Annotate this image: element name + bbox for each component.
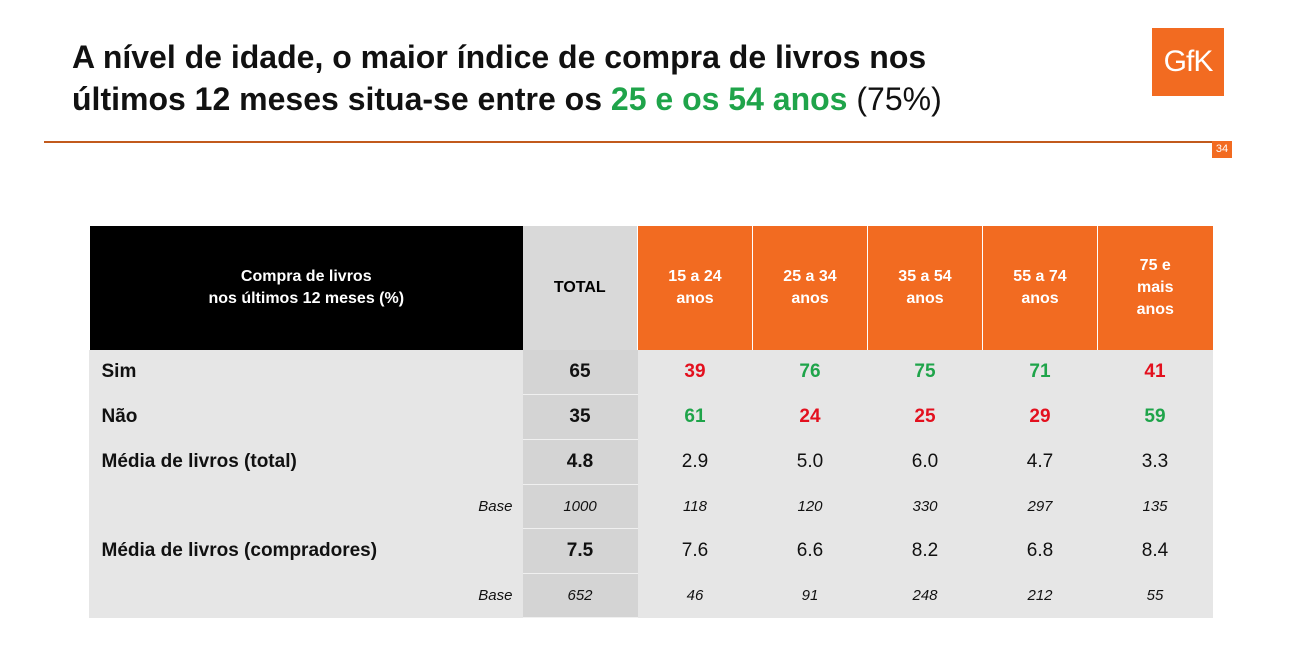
value-cell: 61 — [684, 406, 706, 427]
base-cell: 297 — [1027, 498, 1053, 515]
row-label: Média de livros (total) — [101, 451, 297, 472]
value-cell: 6.0 — [911, 451, 939, 472]
total-cell: 7.5 — [522, 528, 638, 574]
age-header-75-plus: 75 e mais anos — [1097, 226, 1213, 350]
age-header-line: anos — [1136, 301, 1174, 318]
table-row-media-compradores: Média de livros (compradores) 7.5 7.6 6.… — [90, 528, 1213, 574]
age-header-line: anos — [676, 290, 714, 307]
value-cell: 29 — [1029, 406, 1051, 427]
base-cell: 91 — [801, 587, 819, 604]
base-cell: 212 — [1027, 587, 1053, 604]
title-percentage: (75%) — [856, 81, 942, 117]
question-header: Compra de livros nos últimos 12 meses (%… — [89, 226, 523, 350]
question-line-1: Compra de livros — [240, 268, 372, 285]
table-row-base-compradores: Base 652 46 91 248 212 55 — [90, 573, 1213, 618]
total-cell: 4.8 — [522, 439, 638, 485]
value-cell: 8.4 — [1141, 540, 1169, 561]
age-header-line: anos — [1021, 290, 1059, 307]
base-cell: 135 — [1142, 498, 1168, 515]
row-label: Média de livros (compradores) — [101, 540, 378, 561]
title-line-2-start: últimos 12 meses situa-se entre os — [72, 81, 602, 117]
page-number: 34 — [1212, 141, 1232, 158]
age-header-15-24: 15 a 24 anos — [637, 226, 753, 350]
value-cell: 76 — [799, 361, 821, 383]
base-cell: 248 — [912, 587, 938, 604]
age-header-line: 55 a 74 — [1013, 268, 1067, 285]
value-cell: 7.6 — [681, 540, 709, 561]
value-cell: 25 — [914, 406, 936, 427]
age-header-25-34: 25 a 34 anos — [752, 226, 868, 350]
age-header-line: 35 a 54 — [898, 268, 952, 285]
age-header-55-74: 55 a 74 anos — [982, 226, 1098, 350]
title-divider — [44, 141, 1212, 143]
value-cell: 2.9 — [681, 451, 709, 472]
age-header-35-54: 35 a 54 anos — [867, 226, 983, 350]
base-label: Base — [478, 498, 513, 515]
value-cell: 6.8 — [1026, 540, 1054, 561]
table-row-sim: Sim 65 39 76 75 71 41 — [90, 350, 1213, 395]
value-cell: 59 — [1144, 406, 1166, 427]
base-cell: 330 — [912, 498, 938, 515]
table-row-nao: Não 35 61 24 25 29 59 — [90, 394, 1213, 440]
age-header-line: 25 a 34 — [783, 268, 837, 285]
base-cell: 120 — [797, 498, 823, 515]
value-cell: 39 — [684, 361, 706, 383]
row-label: Não — [101, 406, 138, 427]
total-cell: 35 — [522, 394, 638, 440]
value-cell: 24 — [799, 406, 821, 427]
table-row-media-total: Média de livros (total) 4.8 2.9 5.0 6.0 … — [90, 439, 1213, 485]
value-cell: 41 — [1144, 361, 1166, 383]
value-cell: 5.0 — [796, 451, 824, 472]
value-cell: 75 — [914, 361, 936, 383]
age-header-line: anos — [906, 290, 944, 307]
base-cell: 55 — [1146, 587, 1164, 604]
value-cell: 3.3 — [1141, 451, 1169, 472]
title-line-2: últimos 12 meses situa-se entre os 25 e … — [72, 78, 1152, 120]
age-header-line: 15 a 24 — [668, 268, 722, 285]
total-cell: 65 — [522, 350, 638, 395]
title-line-1: A nível de idade, o maior índice de comp… — [72, 39, 927, 75]
value-cell: 4.7 — [1026, 451, 1054, 472]
total-cell: 652 — [522, 573, 638, 618]
base-cell: 118 — [683, 498, 707, 515]
slide-title: A nível de idade, o maior índice de comp… — [72, 36, 1152, 120]
value-cell: 8.2 — [911, 540, 939, 561]
age-header-line: anos — [791, 290, 829, 307]
age-table: Compra de livros nos últimos 12 meses (%… — [89, 226, 1213, 618]
gfk-logo: GfK — [1152, 28, 1224, 96]
value-cell: 71 — [1029, 361, 1051, 383]
base-label: Base — [478, 587, 513, 604]
base-cell: 46 — [686, 587, 704, 604]
total-cell: 1000 — [522, 484, 638, 529]
age-header-line: 75 e — [1139, 257, 1171, 274]
table-row-base-total: Base 1000 118 120 330 297 135 — [90, 484, 1213, 529]
question-line-2: nos últimos 12 meses (%) — [208, 290, 405, 307]
title-highlight: 25 e os 54 anos — [610, 81, 848, 117]
value-cell: 6.6 — [796, 540, 824, 561]
total-header: TOTAL — [522, 226, 638, 350]
row-label: Sim — [101, 361, 137, 383]
age-header-line: mais — [1137, 279, 1174, 296]
